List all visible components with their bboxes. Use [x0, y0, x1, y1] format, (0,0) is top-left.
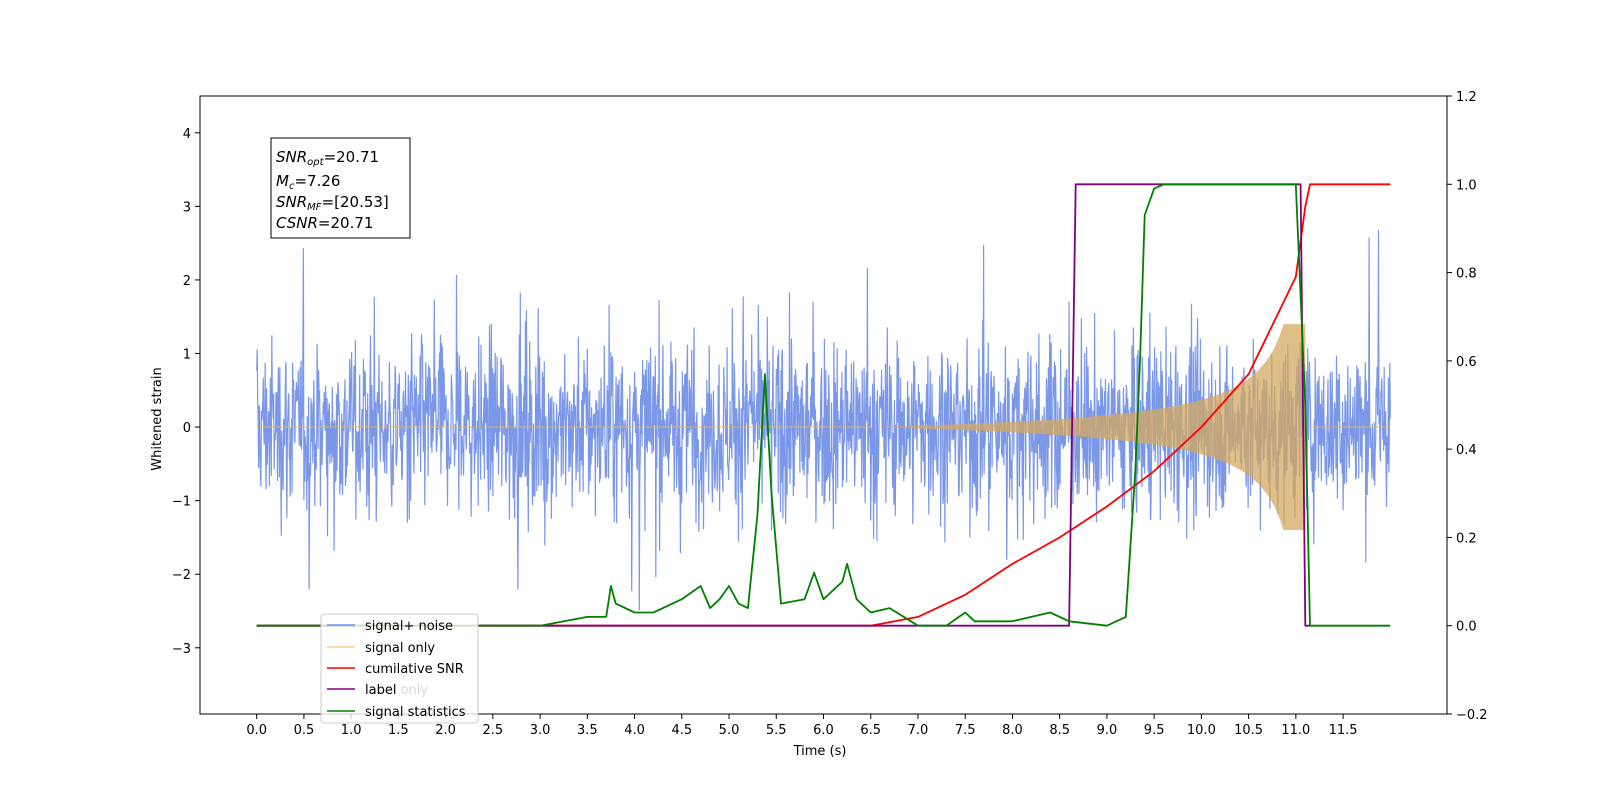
y-right-tick-label: 0.0: [1456, 620, 1477, 635]
x-tick-label: 0.0: [246, 723, 267, 738]
annotation-line-snr-mf: SNRMF=[20.53]: [276, 193, 389, 213]
x-tick-label: 1.5: [388, 723, 409, 738]
x-tick-label: 10.5: [1234, 723, 1263, 738]
y-right-tick-label: 0.4: [1456, 443, 1477, 458]
x-tick-label: 5.5: [766, 723, 787, 738]
x-tick-label: 4.5: [671, 723, 692, 738]
y-right-tick-label: −0.2: [1456, 708, 1488, 723]
x-axis: 0.0 0.5 1.0 1.5 2.0 2.5 3.0 3.5 4.0 4.5 5.0 5.5 6.0 6…: [246, 714, 1358, 738]
legend-label-signal-only: signal only: [365, 641, 435, 656]
y-axis-right: −0.2 0.0 0.2 0.4 0.6 0.8 1.0 1.2: [1447, 90, 1488, 723]
legend-frame: [320, 613, 479, 724]
y-axis-label-left: Whitened strain: [150, 367, 165, 470]
x-tick-label: 3.5: [577, 723, 598, 738]
y-left-tick-label: 3: [183, 200, 191, 215]
x-tick-label: 1.0: [341, 723, 362, 738]
x-tick-label: 7.0: [908, 723, 929, 738]
stat-layer: [256, 183, 1391, 627]
legend-label-signal-noise: signal+ noise: [365, 619, 453, 634]
x-tick-label: 3.0: [530, 723, 551, 738]
annotation-box: SNRopt=20.71 Mc=7.26 SNRMF=[20.53] CSNR=…: [270, 137, 411, 239]
y-left-tick-label: 1: [183, 348, 191, 363]
y-right-tick-label: 0.2: [1456, 531, 1477, 546]
x-tick-label: 9.5: [1144, 723, 1165, 738]
y-right-tick-label: 0.8: [1456, 267, 1477, 282]
x-tick-label: 11.5: [1329, 723, 1358, 738]
y-right-tick-label: 0.6: [1456, 355, 1477, 370]
x-tick-label: 8.5: [1049, 723, 1070, 738]
annotation-frame: [270, 137, 411, 239]
x-tick-label: 9.0: [1097, 723, 1118, 738]
y-axis-left: −3 −2 −1 0 1 2 3 4: [172, 127, 200, 657]
y-left-tick-label: −1: [172, 495, 191, 510]
x-tick-label: 8.0: [1002, 723, 1023, 738]
x-tick-label: 7.5: [955, 723, 976, 738]
legend: signal+ noise signal only cumilative SNR…: [320, 613, 479, 724]
series-signal-only-envelope: [870, 324, 1306, 531]
x-tick-label: 6.5: [860, 723, 881, 738]
x-tick-label: 2.0: [435, 723, 456, 738]
y-left-tick-label: −3: [172, 642, 191, 657]
series-cumilative-snr: [256, 183, 1391, 627]
legend-ghost-text: label only: [365, 683, 428, 698]
legend-label-cumulative-snr: cumilative SNR: [365, 662, 464, 677]
x-tick-label: 4.0: [624, 723, 645, 738]
x-tick-label: 10.0: [1187, 723, 1216, 738]
legend-label-label: label: [365, 683, 396, 698]
x-tick-label: 2.5: [483, 723, 504, 738]
x-tick-label: 6.0: [813, 723, 834, 738]
series-signal-statistics: [256, 183, 1391, 627]
y-right-tick-label: 1.0: [1456, 178, 1477, 193]
legend-label-signal-statistics: signal statistics: [365, 705, 466, 720]
y-left-tick-label: 0: [183, 421, 191, 436]
x-tick-label: 0.5: [294, 723, 315, 738]
annotation-line-csnr: CSNR=20.71: [276, 214, 373, 232]
y-left-tick-label: 4: [183, 127, 191, 142]
x-axis-label: Time (s): [793, 744, 847, 759]
annotation-line-snr-opt: SNRopt=20.71: [276, 148, 379, 168]
y-right-tick-label: 1.2: [1456, 90, 1477, 105]
y-left-tick-label: 2: [183, 274, 191, 289]
y-left-tick-label: −2: [172, 568, 191, 583]
x-tick-label: 11.0: [1281, 723, 1310, 738]
x-tick-label: 5.0: [719, 723, 740, 738]
annotation-line-mc: Mc=7.26: [276, 172, 340, 192]
